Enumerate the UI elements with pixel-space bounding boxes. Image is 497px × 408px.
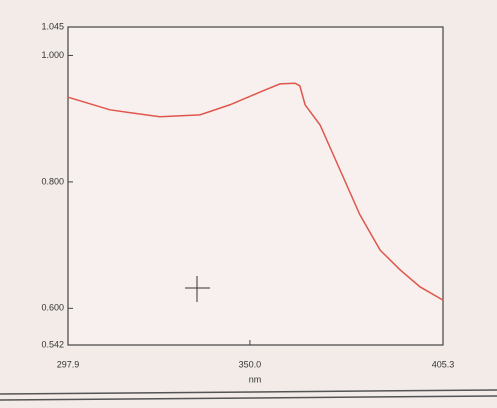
x-tick-label: 297.9 <box>57 359 80 369</box>
x-tick-label: 405.3 <box>432 359 455 369</box>
y-tick-label: 0.542 <box>41 339 64 349</box>
plot-frame <box>68 27 443 345</box>
y-tick-label: 0.800 <box>41 176 64 186</box>
x-axis-label: nm <box>249 374 262 384</box>
y-tick-label: 0.600 <box>41 303 64 313</box>
y-tick-label: 1.000 <box>41 50 64 60</box>
x-tick-label: 350.0 <box>239 359 262 369</box>
chart: nm 1.045 1.000 0.800 0.600 0.542 297.9 350.0 40… <box>0 0 497 408</box>
y-tick-label: 1.045 <box>41 21 64 31</box>
page: {"chart_data": {"type": "line", "x_label… <box>0 0 497 408</box>
